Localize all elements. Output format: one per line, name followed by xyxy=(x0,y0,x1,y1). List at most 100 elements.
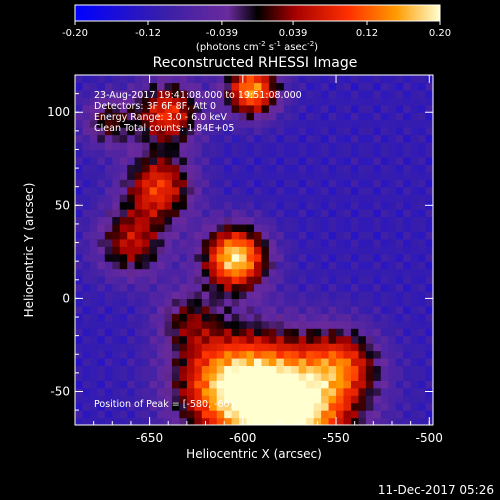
heatmap-cell xyxy=(97,276,106,285)
heatmap-cell xyxy=(321,343,330,352)
heatmap-cell xyxy=(224,179,233,188)
heatmap-cell xyxy=(112,194,121,203)
heatmap-cell xyxy=(321,387,330,396)
heatmap-cell xyxy=(97,89,106,98)
heatmap-cell xyxy=(380,335,389,344)
heatmap-cell xyxy=(276,75,285,84)
heatmap-cell xyxy=(283,365,292,374)
heatmap-cell xyxy=(201,395,210,404)
heatmap-cell xyxy=(358,365,367,374)
heatmap-cell xyxy=(186,112,195,121)
heatmap-cell xyxy=(179,298,188,307)
heatmap-cell xyxy=(343,164,352,173)
heatmap-cell xyxy=(194,149,203,158)
heatmap-cell xyxy=(328,112,337,121)
heatmap-cell xyxy=(239,186,248,195)
heatmap-cell xyxy=(216,149,225,158)
heatmap-cell xyxy=(403,320,412,329)
heatmap-cell xyxy=(127,372,136,381)
heatmap-cell xyxy=(246,209,255,218)
heatmap-cell xyxy=(157,149,166,158)
heatmap-cell xyxy=(328,417,337,425)
heatmap-cell xyxy=(171,246,181,255)
heatmap-cell xyxy=(291,156,300,165)
heatmap-cell xyxy=(119,298,128,307)
heatmap-cell xyxy=(104,149,113,158)
heatmap-cell xyxy=(425,283,433,292)
heatmap-cell xyxy=(179,253,188,262)
heatmap-cell xyxy=(134,328,143,337)
heatmap-cell xyxy=(358,194,367,203)
heatmap-cell xyxy=(313,142,322,151)
heatmap-cell xyxy=(231,201,240,210)
heatmap-cell xyxy=(119,201,128,210)
heatmap-cell xyxy=(388,320,397,329)
heatmap-cell xyxy=(261,372,270,381)
heatmap-cell xyxy=(179,75,188,84)
heatmap-cell xyxy=(127,164,136,173)
heatmap-cell xyxy=(336,82,345,91)
heatmap-cell xyxy=(194,179,203,188)
heatmap-cell xyxy=(157,97,166,106)
heatmap-cell xyxy=(283,186,292,195)
heatmap-cell xyxy=(321,372,330,381)
heatmap-cell xyxy=(403,231,412,240)
heatmap-cell xyxy=(231,320,240,329)
heatmap-cell xyxy=(410,261,419,270)
heatmap-cell xyxy=(261,320,270,329)
heatmap-cell xyxy=(164,186,173,195)
heatmap-cell xyxy=(186,253,195,262)
heatmap-cell xyxy=(134,402,143,411)
heatmap-cell xyxy=(306,328,315,337)
heatmap-cell xyxy=(142,350,151,359)
colorbar-tick-label: -0.20 xyxy=(62,28,88,39)
heatmap-cell xyxy=(403,149,412,158)
heatmap-cell xyxy=(268,216,277,225)
heatmap-cell xyxy=(186,335,195,344)
heatmap-cell xyxy=(328,380,337,389)
heatmap-cell xyxy=(142,156,151,165)
heatmap-cell xyxy=(254,365,263,374)
heatmap-cell xyxy=(164,410,173,419)
heatmap-cell xyxy=(216,395,225,404)
heatmap-cell xyxy=(336,395,345,404)
heatmap-cell xyxy=(418,283,427,292)
heatmap-cell xyxy=(127,290,136,300)
heatmap-cell xyxy=(112,372,121,381)
heatmap-cell xyxy=(321,216,330,225)
heatmap-cell xyxy=(343,290,352,300)
heatmap-cell xyxy=(365,201,374,210)
heatmap-cell xyxy=(350,365,360,374)
heatmap-cell xyxy=(171,179,181,188)
heatmap-cell xyxy=(358,238,367,247)
heatmap-cell xyxy=(164,365,173,374)
heatmap-cell xyxy=(119,231,128,240)
heatmap-cell xyxy=(209,209,218,218)
heatmap-cell xyxy=(358,97,367,106)
heatmap-cell xyxy=(194,261,203,270)
heatmap-cell xyxy=(171,223,181,232)
heatmap-cell xyxy=(276,119,285,128)
heatmap-cell xyxy=(231,290,240,300)
heatmap-cell xyxy=(209,201,218,210)
heatmap-cell xyxy=(89,112,98,121)
heatmap-cell xyxy=(365,164,374,173)
heatmap-cell xyxy=(410,194,419,203)
heatmap-cell xyxy=(134,261,143,270)
heatmap-cell xyxy=(119,238,128,247)
heatmap-cell xyxy=(261,104,270,113)
heatmap-cell xyxy=(313,82,322,91)
heatmap-cell xyxy=(171,268,181,277)
heatmap-cell xyxy=(358,372,367,381)
heatmap-cell xyxy=(261,395,270,404)
heatmap-cell xyxy=(246,238,255,247)
heatmap-cell xyxy=(119,112,128,121)
heatmap-cell xyxy=(194,343,203,352)
heatmap-cell xyxy=(418,305,427,314)
heatmap-cell xyxy=(298,410,307,419)
heatmap-cell xyxy=(283,253,292,262)
heatmap-cell xyxy=(179,142,188,151)
heatmap-cell xyxy=(97,186,106,195)
heatmap-cell xyxy=(194,238,203,247)
heatmap-cell xyxy=(365,395,374,404)
